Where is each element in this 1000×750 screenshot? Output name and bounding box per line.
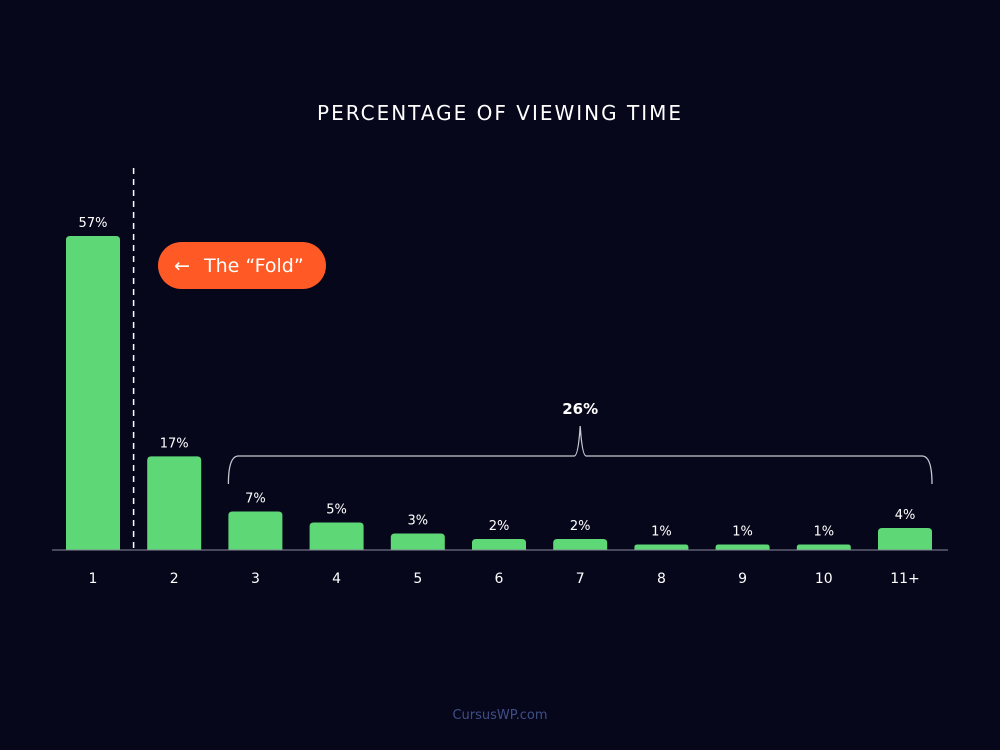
x-tick-label-9: 9: [738, 571, 747, 587]
x-tick-label-8: 8: [657, 571, 666, 587]
footer-credit: CursusWP.com: [452, 708, 547, 723]
value-label-2: 17%: [160, 436, 189, 451]
value-label-9: 1%: [732, 524, 753, 539]
value-label-8: 1%: [651, 524, 672, 539]
labels-layer: 57% 1 17% 2 7% 3 5% 4 3% 5 2% 6 2% 7 1% 8 1% 9 1% 10 4% 11+: [79, 216, 920, 587]
x-tick-label-4: 4: [332, 571, 341, 587]
x-tick-label-2: 2: [170, 571, 179, 587]
value-label-6: 2%: [489, 519, 510, 534]
x-tick-label-10: 10: [815, 571, 833, 587]
group-brace: [227, 425, 933, 485]
bar-3: [228, 511, 283, 550]
bar-6: [472, 538, 526, 550]
x-tick-label-5: 5: [413, 571, 422, 587]
bar-7: [553, 538, 608, 550]
value-label-7: 2%: [570, 519, 591, 534]
fold-label: The “Fold”: [203, 255, 304, 277]
value-label-11-plus: 4%: [895, 508, 916, 523]
fold-arrow-icon: ←: [174, 255, 190, 277]
x-tick-label-1: 1: [89, 571, 98, 587]
bar-9: [715, 544, 770, 550]
group-percent-label: 26%: [562, 400, 598, 418]
bar-11-plus: [878, 527, 932, 550]
bars-layer: [66, 236, 932, 550]
x-tick-label-6: 6: [495, 571, 504, 587]
bar-10: [796, 544, 851, 550]
x-tick-label-11-plus: 11+: [890, 571, 920, 587]
chart-title: PERCENTAGE OF VIEWING TIME: [317, 101, 683, 125]
bar-5: [390, 533, 445, 550]
bar-2: [147, 456, 202, 550]
fold-badge-background: [158, 242, 326, 289]
value-label-3: 7%: [245, 491, 266, 506]
bar-8: [634, 544, 689, 550]
x-tick-label-3: 3: [251, 571, 260, 587]
value-label-1: 57%: [79, 216, 108, 231]
bar-4: [309, 522, 364, 550]
x-tick-label-7: 7: [576, 571, 585, 587]
bar-1: [66, 236, 120, 550]
value-label-10: 1%: [813, 524, 834, 539]
fold-badge: ← The “Fold”: [158, 242, 326, 289]
value-label-5: 3%: [407, 513, 428, 528]
value-label-4: 5%: [326, 502, 347, 517]
